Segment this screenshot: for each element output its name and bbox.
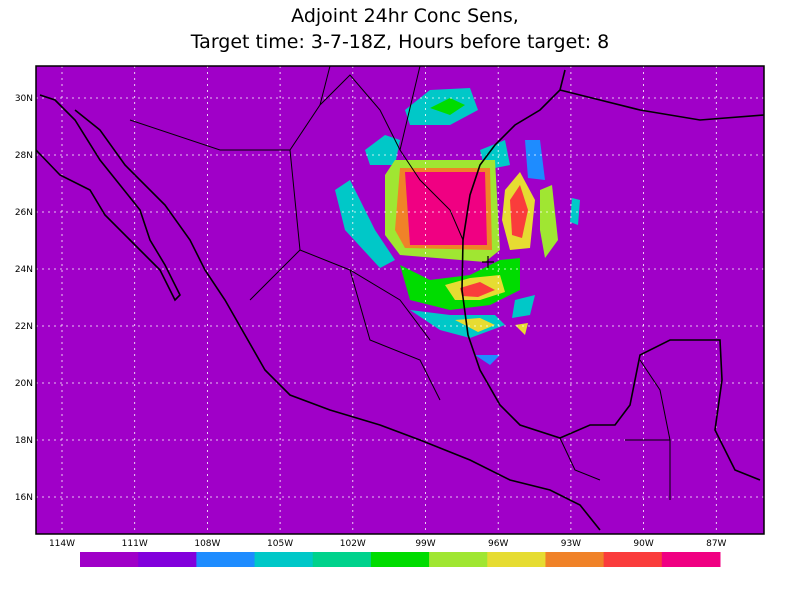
border <box>129 74 464 241</box>
contour <box>570 198 580 225</box>
contour <box>365 135 400 165</box>
contour <box>430 98 465 115</box>
lon-label: 87W <box>706 539 726 549</box>
lat-label: 20N <box>15 379 33 389</box>
colorbar <box>80 552 721 567</box>
contour <box>510 185 528 238</box>
coastline <box>559 89 765 121</box>
colorbar-swatch <box>196 552 256 567</box>
lat-label: 18N <box>15 436 33 446</box>
colorbar-swatch <box>429 552 488 567</box>
contour <box>410 310 505 338</box>
lon-label: 105W <box>267 539 293 549</box>
lon-label: 96W <box>488 539 508 549</box>
coastline <box>74 109 601 531</box>
contour <box>515 323 528 335</box>
colorbar-swatch <box>80 552 139 567</box>
contour <box>540 185 558 258</box>
contour <box>525 140 545 180</box>
target-marker <box>482 256 494 268</box>
lat-label: 28N <box>15 151 33 161</box>
contours <box>335 88 580 365</box>
colorbar-swatch <box>370 552 430 567</box>
contour <box>405 172 487 245</box>
lon-label: 102W <box>340 539 366 549</box>
title-line: Target time: 3-7-18Z, Hours before targe… <box>190 31 610 53</box>
contour <box>335 180 395 268</box>
contour <box>455 318 495 332</box>
graticule <box>36 66 764 534</box>
lon-label: 90W <box>633 539 653 549</box>
title-line: Adjoint 24hr Conc Sens, <box>291 5 519 27</box>
lon-label: 114W <box>49 539 75 549</box>
lon-label: 108W <box>194 539 220 549</box>
lon-label: 111W <box>122 539 148 549</box>
contour <box>475 355 500 365</box>
contour <box>460 282 495 297</box>
lon-label: 99W <box>415 539 435 549</box>
lon-label: 93W <box>561 539 581 549</box>
plot-area <box>35 65 765 535</box>
lat-label: 26N <box>15 208 33 218</box>
lat-label: 22N <box>15 322 33 332</box>
colorbar-swatch <box>545 552 605 567</box>
plot-frame <box>35 65 765 535</box>
lat-label: 30N <box>15 94 33 104</box>
coastline <box>461 69 761 481</box>
lat-label: 24N <box>15 265 33 275</box>
colorbar-swatch <box>603 552 663 567</box>
coastline <box>35 94 181 302</box>
lat-label: 16N <box>15 493 33 503</box>
contour <box>512 295 535 318</box>
axis-labels: 30N 28N 26N 24N 22N 20N 18N 16N 114W 111W 108W 105W… <box>15 94 727 549</box>
colorbar-swatch <box>661 552 721 567</box>
border <box>249 65 671 500</box>
colorbar-swatch <box>138 552 197 567</box>
colorbar-swatch <box>487 552 546 567</box>
colorbar-swatch <box>254 552 314 567</box>
colorbar-swatch <box>312 552 372 567</box>
